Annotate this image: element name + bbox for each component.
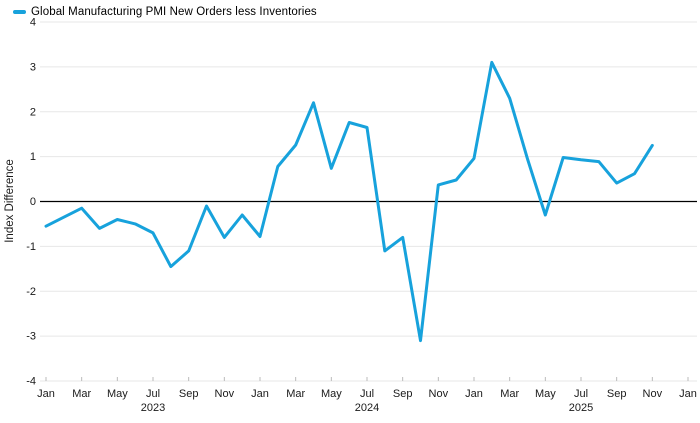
- y-tick-label: 3: [30, 61, 36, 73]
- x-tick-label: Jan: [37, 388, 55, 400]
- y-tick-label: 2: [30, 106, 36, 118]
- y-tick-label: 1: [30, 151, 36, 163]
- x-tick-label: May: [535, 388, 556, 400]
- x-tick-label: Jan: [679, 388, 697, 400]
- x-tick-label: Jul: [146, 388, 160, 400]
- x-tick-label: Nov: [215, 388, 235, 400]
- year-label: 2023: [141, 402, 165, 414]
- x-tick-label: Mar: [286, 388, 305, 400]
- legend-label: Global Manufacturing PMI New Orders less…: [31, 6, 317, 18]
- y-tick-label: 0: [30, 196, 36, 208]
- x-tick-label: Jan: [465, 388, 483, 400]
- x-tick-label: Nov: [429, 388, 449, 400]
- x-tick-label: Sep: [179, 388, 199, 400]
- x-tick-label: May: [321, 388, 342, 400]
- chart-legend: Global Manufacturing PMI New Orders less…: [13, 6, 317, 18]
- legend-line-swatch: [13, 10, 26, 14]
- year-label: 2025: [569, 402, 593, 414]
- x-tick-label: Sep: [607, 388, 627, 400]
- x-tick-label: Nov: [643, 388, 663, 400]
- x-tick-label: Jul: [360, 388, 374, 400]
- y-tick-label: -4: [26, 376, 36, 388]
- x-tick-label: Mar: [500, 388, 519, 400]
- x-tick-label: May: [107, 388, 128, 400]
- year-label: 2024: [355, 402, 379, 414]
- y-tick-label: -1: [26, 241, 36, 253]
- y-tick-label: 4: [30, 17, 36, 29]
- y-tick-label: -3: [26, 331, 36, 343]
- x-tick-label: Sep: [393, 388, 413, 400]
- y-tick-label: -2: [26, 286, 36, 298]
- x-tick-label: Jan: [251, 388, 269, 400]
- x-tick-label: Jul: [574, 388, 588, 400]
- pmi-series-line: [44, 60, 654, 343]
- x-tick-label: Mar: [72, 388, 91, 400]
